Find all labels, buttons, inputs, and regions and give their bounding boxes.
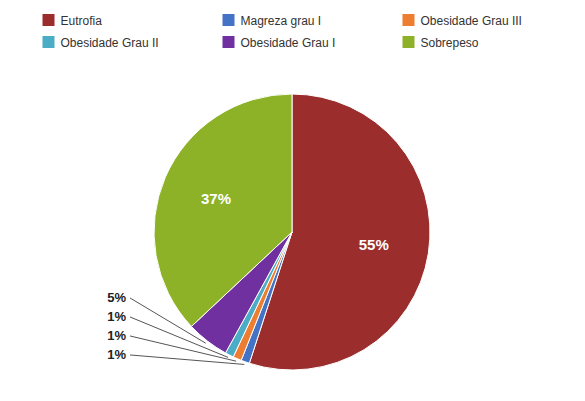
legend-label: Obesidade Grau II	[61, 36, 159, 50]
legend-label: Sobrepeso	[421, 36, 479, 50]
pie	[154, 94, 430, 370]
chart-container: Eutrofia Magreza grau I Obesidade Grau III…	[0, 0, 585, 401]
leader-line	[130, 317, 228, 357]
legend-swatch	[223, 14, 235, 26]
data-label: 1%	[107, 347, 126, 362]
legend-swatch	[403, 36, 415, 48]
data-labels: 55% 37% 1% 1% 1% 5%	[107, 190, 389, 364]
data-label: 1%	[107, 328, 126, 343]
leader-line	[130, 355, 244, 364]
leader-line	[130, 298, 206, 343]
chart-svg: Eutrofia Magreza grau I Obesidade Grau III…	[0, 0, 585, 401]
data-label: 37%	[201, 190, 231, 207]
data-label: 5%	[107, 290, 126, 305]
legend: Eutrofia Magreza grau I Obesidade Grau III…	[43, 14, 522, 50]
legend-swatch	[43, 36, 55, 48]
legend-label: Obesidade Grau I	[241, 36, 336, 50]
legend-swatch	[43, 14, 55, 26]
legend-label: Obesidade Grau III	[421, 14, 522, 28]
legend-label: Eutrofia	[61, 14, 103, 28]
legend-swatch	[403, 14, 415, 26]
data-label: 55%	[359, 236, 389, 253]
legend-swatch	[223, 36, 235, 48]
legend-label: Magreza grau I	[241, 14, 322, 28]
data-label: 1%	[107, 309, 126, 324]
leader-line	[130, 336, 236, 361]
pie-slice	[154, 94, 292, 326]
